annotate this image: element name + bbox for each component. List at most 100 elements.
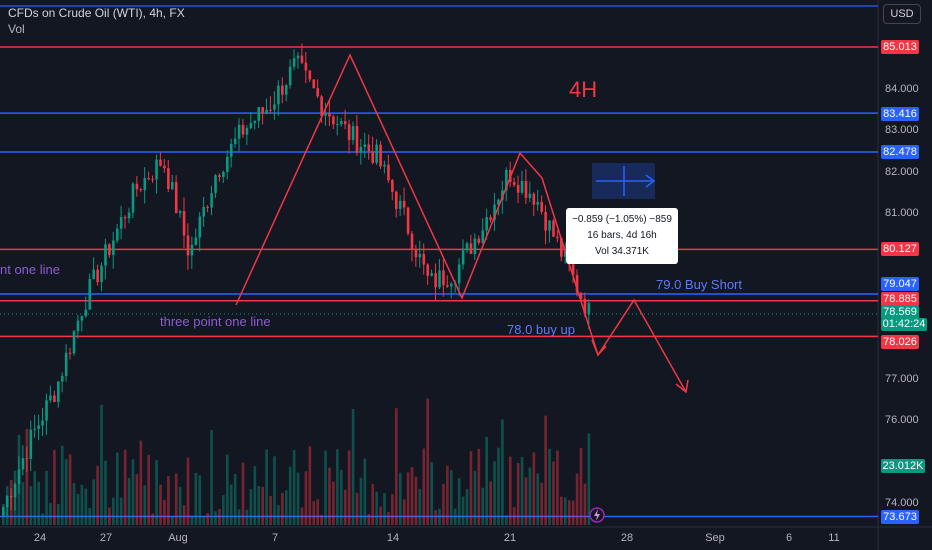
candle-body [178, 211, 182, 214]
volume-bar [481, 487, 485, 525]
candle-body [332, 116, 335, 125]
candle-body [202, 206, 206, 217]
three-point-annotation-left[interactable]: nt one line [0, 262, 60, 277]
volume-bar [68, 454, 72, 525]
candle-body [104, 244, 107, 266]
candle-body [296, 55, 300, 59]
volume-bar [477, 448, 481, 525]
candle-body [324, 113, 327, 116]
volume-bar [398, 472, 402, 525]
candle-body [339, 121, 343, 125]
candle-body [532, 193, 536, 205]
volume-bar [575, 473, 579, 525]
volume-bar [139, 440, 143, 525]
symbol-title[interactable]: CFDs on Crude Oil (WTI), 4h, FX [8, 6, 185, 20]
candle-body [485, 217, 488, 231]
volume-bar [497, 447, 500, 525]
candle-body [516, 184, 520, 193]
volume-bar [563, 497, 567, 525]
volume-bar [112, 497, 115, 525]
volume-bar [446, 465, 449, 525]
volume-bar [308, 446, 312, 525]
candle-body [520, 180, 524, 193]
buy-short-annotation[interactable]: 79.0 Buy Short [656, 277, 742, 292]
currency-button[interactable]: USD [883, 4, 921, 24]
arrow-head [675, 379, 689, 394]
candle-body [351, 126, 355, 141]
volume-bar [556, 450, 559, 525]
candle-body [68, 352, 72, 354]
volume-bar [587, 433, 591, 525]
candle-body [37, 425, 40, 429]
candle-body [430, 273, 433, 276]
candle-body [53, 395, 56, 402]
volume-bar [320, 514, 323, 525]
volume-bar [560, 496, 563, 525]
volume-bar [135, 474, 139, 525]
candle-body [300, 55, 304, 63]
candle-body [359, 147, 363, 153]
volume-bar [489, 481, 492, 525]
candle-body [367, 144, 371, 152]
volume-bar [363, 458, 367, 525]
candle-body [571, 264, 575, 275]
volume-bar [292, 450, 296, 525]
candle-body [84, 309, 88, 317]
candle-body [269, 109, 272, 111]
candle-body [45, 400, 48, 421]
candle-body [131, 183, 135, 213]
volume-bar [159, 484, 162, 525]
volume-bar [383, 493, 386, 525]
price-tick: 83.000 [885, 124, 919, 136]
candle-body [414, 250, 418, 258]
candle-body [112, 240, 115, 255]
price-tick: 76.000 [885, 414, 919, 426]
candle-body [147, 178, 151, 180]
volume-bar [190, 515, 194, 525]
candle-body [489, 217, 492, 220]
volume-bar [528, 467, 532, 525]
candle-body [108, 244, 111, 255]
price-badge: 73.673 [881, 510, 919, 524]
volume-bar [379, 506, 382, 525]
volume-bar [76, 493, 80, 525]
volume-bar [508, 456, 512, 525]
candle-body [292, 58, 296, 67]
candle-body [387, 164, 390, 181]
volume-bar [257, 485, 261, 525]
volume-bar [96, 465, 99, 525]
candle-body [575, 274, 579, 293]
volume-bar [49, 502, 52, 525]
buy-up-annotation[interactable]: 78.0 buy up [507, 322, 575, 337]
candle-body [548, 220, 551, 231]
candle-body [402, 200, 406, 208]
volume-bar [465, 489, 469, 525]
volume-bar [367, 513, 371, 525]
volume-bar [371, 484, 375, 525]
volume-bar [45, 470, 48, 525]
timeframe-annotation[interactable]: 4H [569, 77, 598, 102]
candle-body [245, 128, 249, 135]
volume-bar [473, 470, 477, 525]
candle-body [422, 253, 426, 265]
volume-bar [64, 458, 68, 525]
price-badge: 80.127 [881, 242, 919, 256]
candle-body [336, 124, 339, 126]
three-point-annotation[interactable]: three point one line [160, 314, 271, 329]
volume-bar [406, 472, 410, 525]
volume-bar [493, 461, 496, 525]
volume-indicator-label[interactable]: Vol [8, 22, 25, 36]
volume-bar [206, 513, 209, 525]
volume-bar [402, 499, 406, 525]
candle-body [72, 331, 76, 354]
volume-bar [273, 456, 276, 525]
candle-body [229, 143, 233, 157]
candle-body [473, 238, 477, 254]
volume-bar [277, 505, 280, 525]
volume-bar [434, 510, 437, 525]
price-tick: 84.000 [885, 83, 919, 95]
candle-body [446, 285, 449, 287]
volume-bar [261, 486, 264, 525]
candle-body [2, 507, 5, 516]
